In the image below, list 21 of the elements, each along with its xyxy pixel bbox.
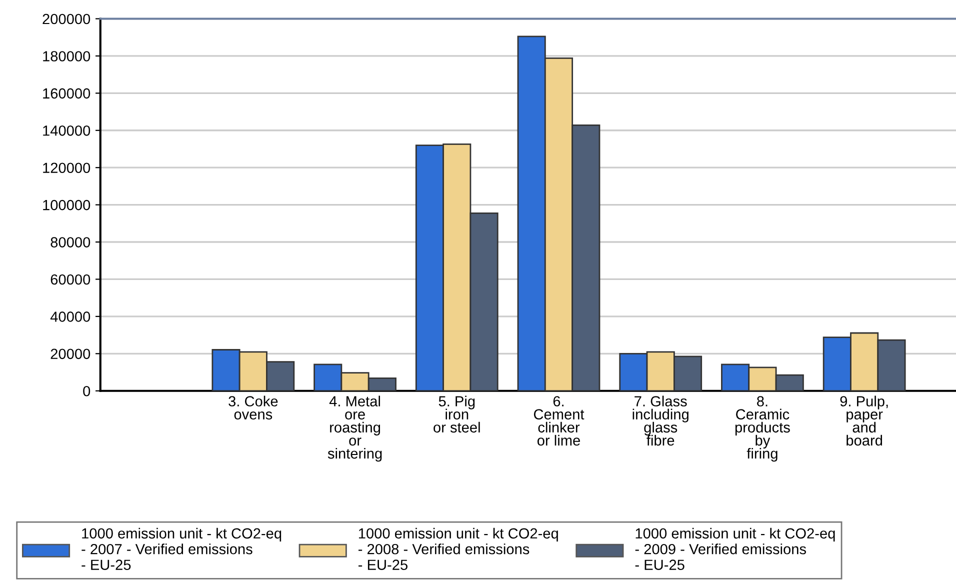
legend-label: 1000 emission unit - kt CO2-eq - 2007 - Verified emissions - EU-25 bbox=[82, 528, 282, 570]
y-tick-label: 60000 bbox=[50, 274, 90, 285]
legend-label: 1000 emission unit - kt CO2-eq - 2008 - Verified emissions - EU-25 bbox=[358, 528, 558, 570]
x-tick-label: 3. Coke ovens bbox=[228, 396, 278, 420]
x-tick-label: 5. Pig iron or steel bbox=[434, 396, 480, 433]
x-tick-label: 7. Glass including glass fibre bbox=[632, 396, 688, 446]
y-tick-label: 100000 bbox=[43, 200, 90, 210]
y-tick-label: 20000 bbox=[50, 348, 90, 360]
y-tick-label: 140000 bbox=[43, 125, 90, 136]
y-tick-label: 200000 bbox=[42, 14, 90, 24]
y-tick-label: 0 bbox=[83, 386, 90, 396]
y-tick-label: 40000 bbox=[50, 312, 90, 322]
y-tick-label: 180000 bbox=[43, 51, 90, 62]
y-tick-label: 160000 bbox=[43, 88, 90, 99]
y-tick-label: 80000 bbox=[50, 237, 90, 248]
legend-label: 1000 emission unit - kt CO2-eq - 2009 - Verified emissions - EU-25 bbox=[635, 528, 835, 570]
y-tick-label: 120000 bbox=[43, 162, 90, 174]
x-tick-label: 8. Ceramic products by firing bbox=[735, 396, 790, 462]
x-tick-label: 6. Cement clinker or lime bbox=[534, 396, 584, 446]
x-tick-label: 4. Metal ore roasting or sintering bbox=[328, 396, 382, 462]
x-tick-label: 9. Pulp, paper and board bbox=[840, 396, 888, 446]
